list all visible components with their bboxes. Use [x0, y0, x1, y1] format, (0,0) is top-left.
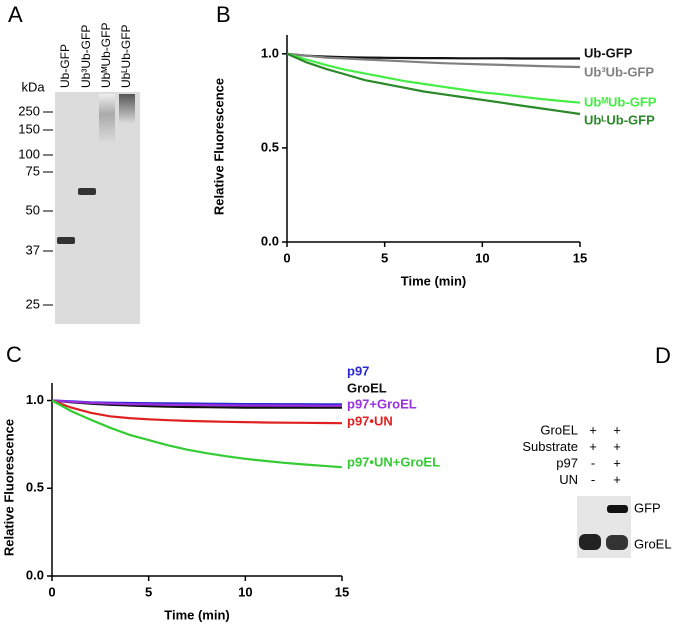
x-tick-label: 0 [48, 584, 55, 599]
unit-label: kDa [21, 79, 45, 94]
legend-entry: GroEL [347, 380, 387, 395]
band [579, 534, 601, 550]
legend-entry: Ub-GFP [584, 45, 633, 60]
marker-label: 100 [18, 146, 40, 161]
lane-label: Ub³Ub-GFP [79, 25, 93, 88]
band-label: GFP [634, 500, 661, 515]
lane-label: UbᴹUb-GFP [99, 23, 113, 88]
legend-entry: Ub³Ub-GFP [584, 64, 654, 79]
sign: + [589, 439, 597, 454]
line [286, 52, 581, 104]
marker-label: 75 [26, 163, 40, 178]
legend-entry: p97 [347, 363, 369, 378]
legend-entry: UbᴸUb-GFP [584, 112, 655, 127]
x-axis-label: Time (min) [164, 607, 230, 622]
band [57, 237, 75, 244]
y-axis-label: Relative Fluorescence [211, 78, 226, 215]
lane-label: Ub-GFP [58, 44, 72, 88]
legend-entry: p97•UN [347, 413, 393, 428]
line [51, 399, 342, 407]
row-label: UN [559, 472, 578, 487]
x-axis-label: Time (min) [401, 273, 467, 288]
x-tick-label: 15 [335, 584, 349, 599]
band [78, 188, 96, 195]
line [51, 399, 343, 469]
x-tick-label: 0 [283, 250, 290, 265]
marker-label: 150 [18, 121, 40, 136]
panel-label: A [8, 2, 23, 27]
x-tick-label: 5 [145, 584, 152, 599]
x-tick-label: 10 [238, 584, 252, 599]
y-tick-label: 1.0 [261, 45, 279, 60]
sign: + [613, 455, 621, 470]
x-tick-label: 5 [381, 250, 388, 265]
gel [55, 92, 140, 324]
marker-label: 25 [26, 296, 40, 311]
panel-a: A kDa 250 150 100 75 50 37 25 Ub-GFP Ub³Ub-GFP Ub… [8, 2, 140, 324]
x-tick-label: 15 [573, 250, 587, 265]
band-label: GroEL [634, 536, 672, 551]
panel-label: C [6, 342, 22, 367]
marker-label: 37 [26, 242, 40, 257]
row-label: p97 [556, 455, 578, 470]
sign: + [613, 439, 621, 454]
x-tick-label: 10 [475, 250, 489, 265]
y-tick-label: 0.0 [26, 567, 44, 582]
band [607, 505, 628, 513]
y-tick-label: 0.5 [26, 480, 44, 495]
line [51, 399, 343, 425]
band [606, 535, 628, 550]
y-tick-label: 0.0 [261, 233, 279, 248]
sign: - [591, 472, 595, 487]
marker-label: 50 [26, 202, 40, 217]
y-axis-label: Relative Fluorescence [1, 419, 16, 556]
marker-label: 250 [18, 103, 40, 118]
sign: - [591, 455, 595, 470]
panel-label: D [655, 343, 671, 368]
sign: + [613, 422, 621, 437]
legend-entry: p97•UN+GroEL [347, 454, 440, 469]
row-label: Substrate [522, 439, 578, 454]
y-tick-label: 0.5 [261, 139, 279, 154]
y-tick-label: 1.0 [26, 392, 44, 407]
legend-entry: UbᴹUb-GFP [584, 94, 657, 109]
sign: + [613, 472, 621, 487]
line [286, 52, 581, 116]
legend-entry: p97+GroEL [347, 396, 417, 411]
smear [119, 94, 135, 124]
lane-label: UbᴸUb-GFP [119, 24, 133, 88]
line [286, 52, 580, 60]
sign: + [589, 422, 597, 437]
panel-label: B [216, 2, 231, 27]
row-label: GroEL [540, 422, 578, 437]
smear [99, 94, 115, 144]
line [286, 52, 581, 69]
